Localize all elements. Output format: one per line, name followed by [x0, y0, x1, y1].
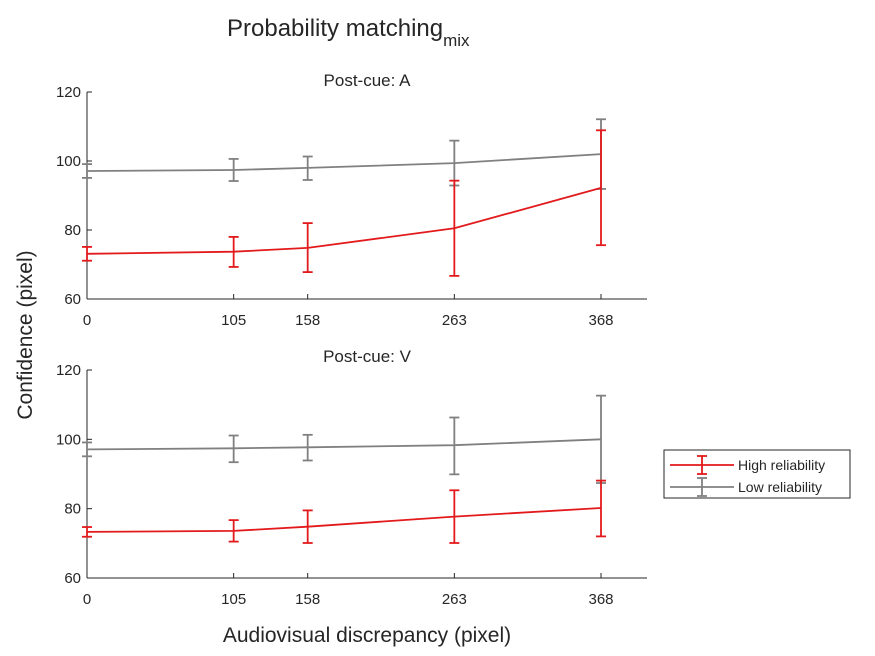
series-line — [86, 153, 602, 172]
y-axis-label: Confidence (pixel) — [14, 250, 37, 419]
legend-entry-low-reliability: Low reliability — [670, 477, 822, 497]
series-line — [86, 438, 602, 451]
error-bar — [302, 222, 313, 273]
x-tick-label: 368 — [588, 312, 613, 329]
figure-title-main: Probability matching — [227, 15, 443, 42]
error-bar — [596, 479, 606, 538]
x-ticks: 0 105 158 263 368 — [83, 573, 614, 608]
x-tick-label: 368 — [588, 591, 613, 608]
legend-label: High reliability — [738, 457, 825, 473]
y-tick-label: 100 — [56, 153, 81, 170]
panel-title: Post-cue: A — [324, 71, 412, 90]
error-bar — [228, 519, 239, 543]
error-bar — [596, 129, 606, 247]
series-low-reliability — [82, 118, 606, 190]
panel-post-cue-a: Post-cue: A 60 80 100 120 0 105 158 263 368 — [56, 71, 647, 329]
error-bar — [82, 526, 92, 538]
figure-title-subscript: mix — [443, 31, 470, 50]
legend-entry-high-reliability: High reliability — [670, 455, 825, 475]
y-ticks: 60 80 100 120 — [56, 362, 92, 587]
x-tick-label: 158 — [295, 312, 320, 329]
legend-box — [663, 449, 851, 499]
error-bar — [82, 246, 92, 262]
y-tick-label: 60 — [64, 570, 81, 587]
x-tick-label: 0 — [83, 312, 91, 329]
y-ticks: 60 80 100 120 — [56, 84, 92, 308]
y-tick-label: 80 — [64, 501, 81, 518]
series-layer — [82, 394, 606, 544]
panel-post-cue-v: Post-cue: V 60 80 100 120 0 105 158 263 368 — [56, 347, 647, 608]
x-ticks: 0 105 158 263 368 — [83, 294, 614, 329]
series-layer — [82, 118, 606, 277]
error-bar — [449, 489, 460, 544]
x-tick-label: 0 — [83, 591, 91, 608]
error-bar — [302, 433, 313, 462]
panel-title: Post-cue: V — [323, 347, 412, 366]
x-axis-label: Audiovisual discrepancy (pixel) — [223, 624, 511, 647]
error-bar — [449, 179, 460, 277]
error-bar — [228, 158, 239, 182]
y-tick-label: 80 — [64, 222, 81, 239]
x-tick-label: 263 — [442, 312, 467, 329]
error-bar — [228, 434, 239, 464]
series-line — [86, 507, 602, 533]
error-bar — [82, 441, 92, 458]
x-tick-label: 158 — [295, 591, 320, 608]
x-tick-label: 105 — [221, 312, 246, 329]
error-bar — [302, 509, 313, 544]
y-tick-label: 120 — [56, 84, 81, 101]
series-high-reliability — [82, 129, 606, 277]
error-bar — [82, 163, 92, 179]
y-tick-label: 100 — [56, 431, 81, 448]
error-bar — [228, 235, 239, 268]
y-tick-label: 60 — [64, 291, 81, 308]
legend-label: Low reliability — [738, 479, 822, 495]
figure-title: Probability matchingmix — [227, 15, 470, 50]
x-tick-label: 105 — [221, 591, 246, 608]
error-bar — [449, 416, 460, 476]
series-low-reliability — [82, 394, 606, 484]
legend: High reliability Low reliability — [663, 449, 851, 499]
x-tick-label: 263 — [442, 591, 467, 608]
y-tick-label: 120 — [56, 362, 81, 379]
series-high-reliability — [82, 479, 606, 544]
series-line — [86, 187, 602, 255]
error-bar — [302, 155, 313, 181]
